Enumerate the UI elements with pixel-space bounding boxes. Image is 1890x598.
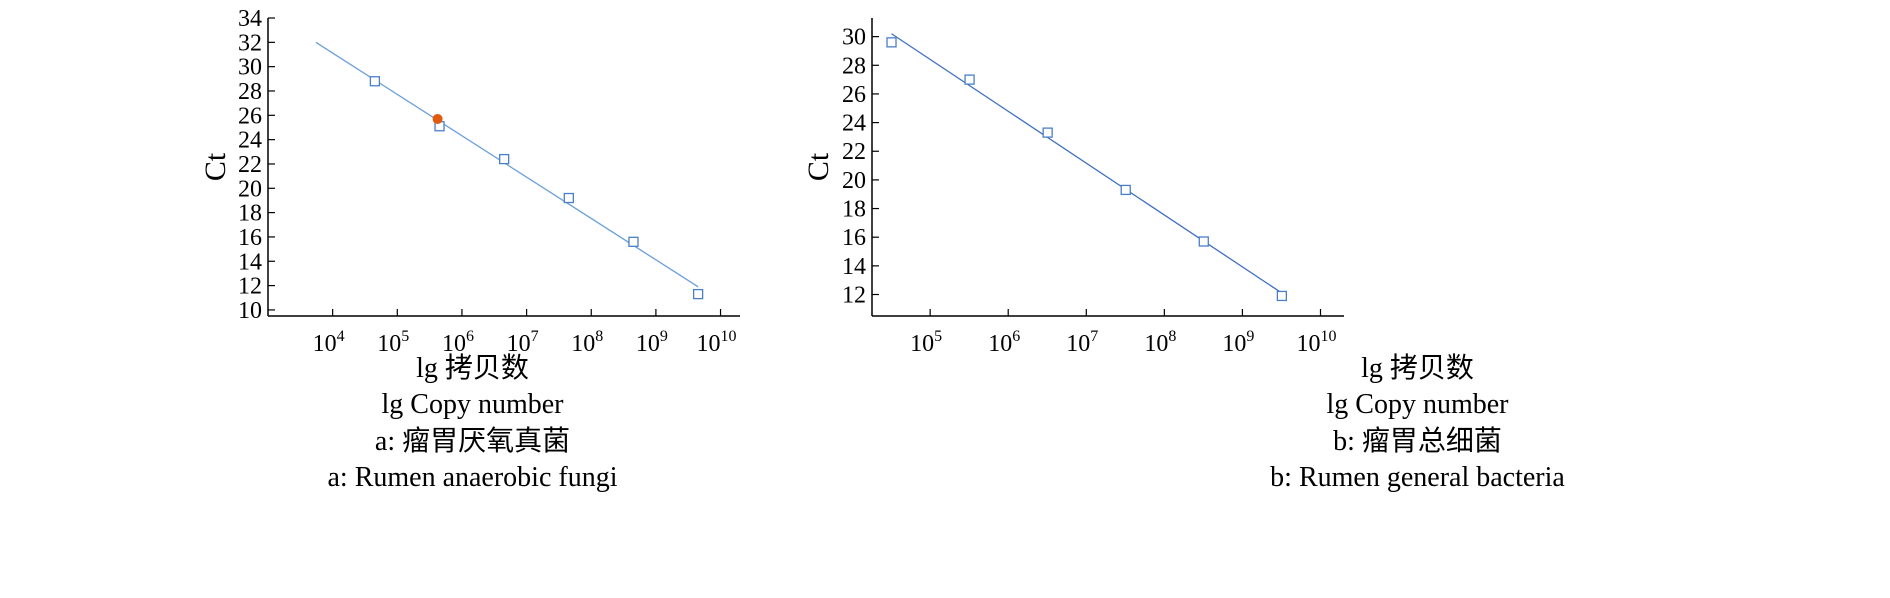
y-tick-label: 22 <box>238 152 262 178</box>
y-tick-label: 12 <box>842 283 866 309</box>
data-point <box>499 153 510 165</box>
y-tick-label: 30 <box>238 55 262 81</box>
panel-b-xlabel-en: lg Copy number <box>1326 389 1509 420</box>
y-tick-label: 24 <box>238 128 262 154</box>
data-point <box>692 288 704 300</box>
panel-a-caption-en: a: Rumen anaerobic fungi <box>327 462 618 493</box>
data-point <box>1276 290 1288 302</box>
y-tick-label: 30 <box>842 25 866 51</box>
panel-b-caption-en: b: Rumen general bacteria <box>1270 462 1565 493</box>
y-tick-label: 18 <box>238 201 262 227</box>
y-tick-label: 22 <box>842 139 866 165</box>
y-tick-label: 34 <box>238 6 262 32</box>
y-tick-label: 26 <box>842 82 866 108</box>
y-tick-label: 24 <box>842 111 866 137</box>
y-tick-label: 28 <box>238 79 262 105</box>
panel-a-xlabel-cn: lg 拷贝数 <box>416 353 529 384</box>
panel-b-xlabel-cn: lg 拷贝数 <box>1361 353 1474 384</box>
y-tick-label: 20 <box>842 168 866 194</box>
x-tick-label: 109 <box>636 328 668 357</box>
panel-a: 10 12 14 16 18 20 22 24 26 28 30 32 34 104 105 106 107 10… <box>199 6 740 493</box>
data-point <box>563 192 574 204</box>
fit-line <box>891 33 1283 294</box>
y-tick-label: 18 <box>842 197 866 223</box>
y-tick-label: 16 <box>842 225 866 251</box>
y-tick-label: 28 <box>842 53 866 79</box>
data-point <box>1198 236 1209 247</box>
y-tick-label: 16 <box>238 225 262 251</box>
y-tick-label: 20 <box>238 176 262 202</box>
panel-b: 12 14 16 18 20 22 24 26 28 30 105 106 107 108 109 1010 C… <box>802 0 1890 598</box>
data-point <box>369 76 381 87</box>
panel-a-xlabel-en: lg Copy number <box>381 389 564 420</box>
data-point <box>964 74 975 85</box>
panel-b-caption-cn: b: 瘤胃总细菌 <box>1333 426 1502 457</box>
data-point <box>1120 184 1131 196</box>
y-tick-label: 12 <box>238 274 262 300</box>
x-tick-label: 107 <box>507 328 539 357</box>
y-tick-label: 26 <box>238 103 262 129</box>
y-axis-label: Ct <box>199 152 232 181</box>
data-point <box>886 37 897 48</box>
panel-a-caption-cn: a: 瘤胃厌氧真菌 <box>374 426 571 457</box>
data-point <box>628 236 639 247</box>
data-point <box>1042 127 1053 138</box>
y-tick-label: 10 <box>238 298 262 324</box>
y-tick-label: 14 <box>238 249 262 275</box>
y-axis-label: Ct <box>802 152 835 181</box>
y-tick-label: 32 <box>238 30 262 56</box>
highlight-point <box>432 113 443 124</box>
y-tick-label: 14 <box>842 254 866 280</box>
